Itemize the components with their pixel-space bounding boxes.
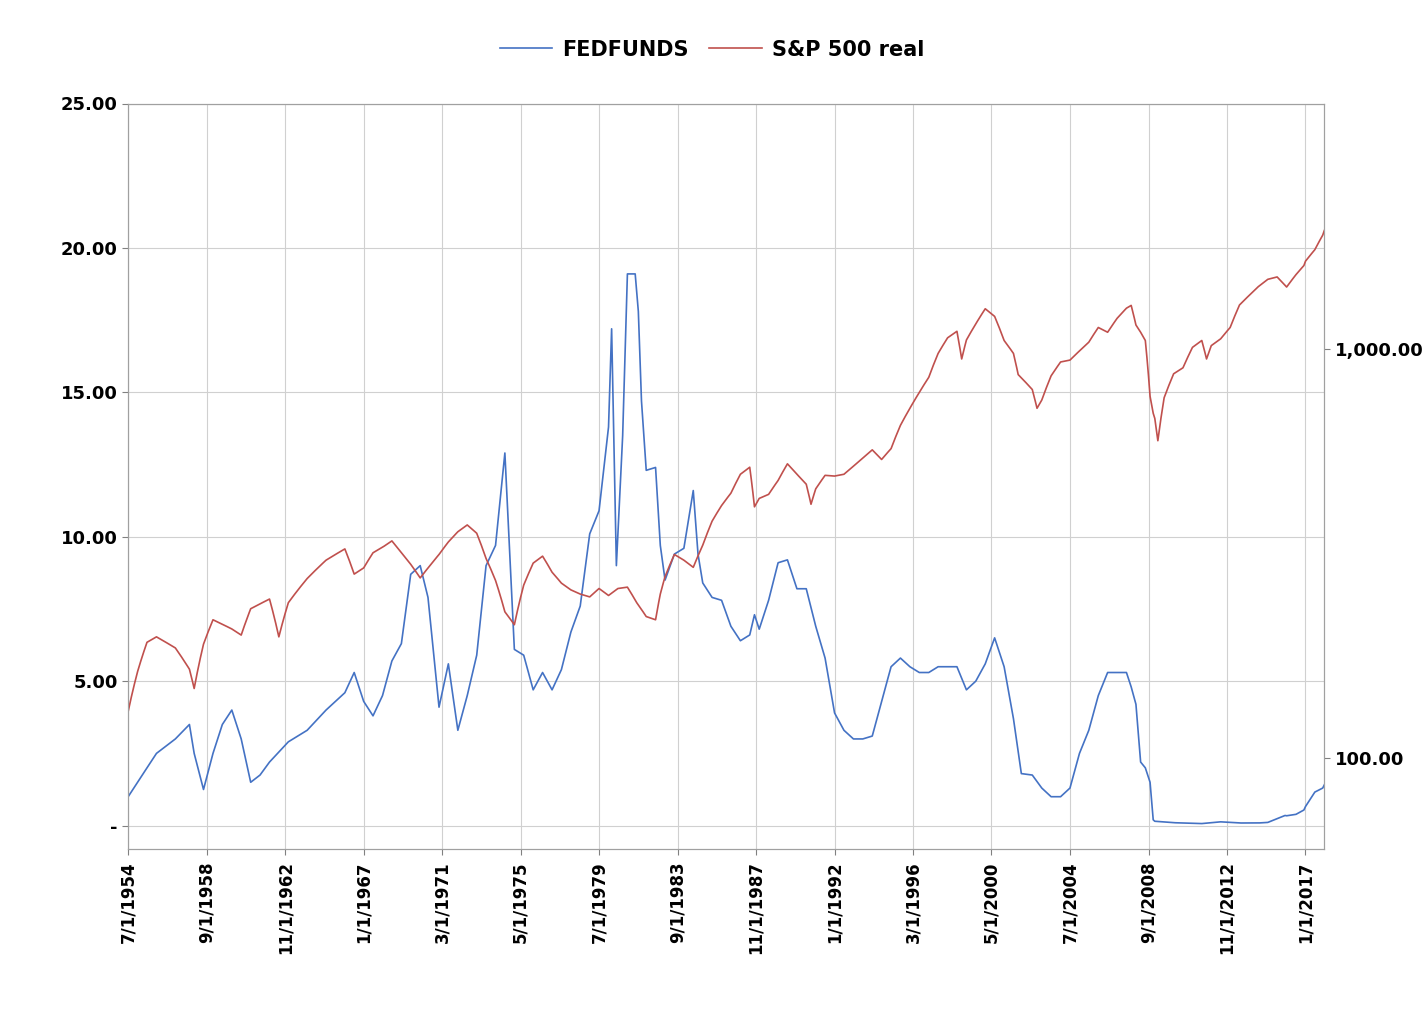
Legend: FEDFUNDS, S&P 500 real: FEDFUNDS, S&P 500 real — [491, 31, 933, 68]
Line: FEDFUNDS: FEDFUNDS — [128, 274, 1324, 824]
Line: S&P 500 real: S&P 500 real — [128, 231, 1324, 711]
